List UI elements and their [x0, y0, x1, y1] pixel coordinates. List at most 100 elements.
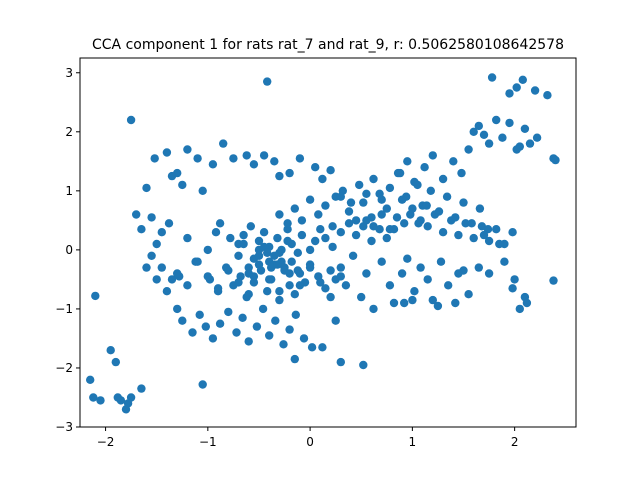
scatter-point [198, 380, 207, 389]
scatter-point [96, 396, 105, 405]
scatter-point [201, 322, 210, 331]
scatter-point [293, 248, 302, 257]
scatter-point [305, 195, 315, 204]
scatter-point [229, 154, 238, 163]
scatter-point [377, 210, 386, 219]
scatter-point [275, 287, 284, 296]
scatter-point [369, 222, 378, 231]
scatter-point [385, 281, 395, 290]
y-axis: −3 −2 −1 0 1 2 3 [55, 66, 80, 434]
scatter-point [382, 204, 391, 213]
scatter-point [436, 257, 446, 266]
scatter-point [178, 180, 187, 190]
scatter-point [510, 275, 519, 284]
scatter-point [283, 219, 292, 228]
scatter-point [219, 139, 228, 148]
scatter-point [328, 242, 337, 252]
scatter-point [512, 145, 521, 154]
scatter-point [224, 266, 233, 275]
scatter-point [328, 222, 337, 231]
scatter-point [271, 316, 280, 325]
scatter-point [91, 291, 100, 301]
scatter-point [530, 86, 540, 95]
scatter-point [178, 316, 187, 325]
scatter-point [385, 183, 395, 193]
scatter-point [89, 393, 98, 402]
scatter-point [297, 216, 307, 225]
scatter-point [215, 319, 225, 328]
scatter-point [195, 310, 204, 319]
scatter-point [508, 284, 517, 293]
scatter-point [457, 168, 466, 178]
y-tick-label: 1 [65, 184, 73, 198]
scatter-point [420, 163, 429, 172]
scatter-point [291, 310, 300, 319]
scatter-point [275, 171, 284, 181]
scatter-point [258, 304, 268, 314]
scatter-point [451, 298, 460, 308]
scatter-point [252, 322, 262, 331]
scatter-point [549, 276, 558, 285]
scatter-point [469, 233, 478, 243]
scatter-point [505, 89, 514, 98]
scatter-point [331, 316, 340, 325]
scatter-point [244, 337, 253, 346]
scatter-point [483, 225, 493, 234]
scatter-point [400, 219, 409, 228]
scatter-point [495, 239, 504, 249]
scatter-point [316, 278, 325, 287]
scatter-point [307, 343, 317, 352]
scatter-point [532, 133, 542, 142]
scatter-point [336, 192, 345, 201]
scatter-point [246, 222, 255, 231]
scatter-point [359, 198, 368, 207]
y-tick-label: −1 [55, 302, 73, 316]
scatter-point [438, 228, 448, 237]
scatter-point [239, 230, 248, 240]
scatter-point [336, 272, 345, 281]
scatter-point [137, 384, 146, 393]
scatter-point [283, 236, 292, 246]
scatter-point [126, 115, 136, 125]
scatter-point [290, 354, 299, 364]
scatter-point [173, 269, 182, 278]
scatter-point [263, 77, 272, 86]
scatter-point [234, 278, 243, 287]
scatter-point [142, 263, 151, 272]
scatter-point [318, 343, 327, 352]
scatter-point [263, 248, 272, 257]
scatter-point [295, 154, 305, 163]
scatter-point [249, 278, 259, 287]
scatter-point [167, 275, 177, 284]
scatter-point [188, 328, 197, 337]
scatter-point [422, 201, 431, 210]
scatter-point [234, 251, 243, 260]
scatter-point [442, 192, 452, 201]
scatter-point [382, 233, 391, 243]
scatter-point [275, 295, 284, 305]
x-tick-label: 1 [409, 435, 417, 449]
scatter-point [173, 168, 182, 178]
scatter-point [321, 201, 330, 210]
scatter-point [147, 213, 156, 222]
scatter-point [142, 183, 151, 193]
scatter-point [344, 207, 354, 216]
scatter-point [132, 210, 141, 219]
scatter-point [123, 399, 133, 408]
scatter-point [336, 357, 345, 367]
scatter-point [414, 219, 423, 228]
scatter-point [326, 266, 335, 275]
scatter-point [215, 219, 225, 228]
scatter-point [162, 287, 172, 296]
scatter-point [287, 257, 296, 266]
scatter-point [208, 160, 218, 169]
x-tick-label: −2 [97, 435, 115, 449]
scatter-point [273, 233, 282, 243]
scatter-point [198, 186, 207, 195]
scatter-point [475, 204, 485, 213]
scatter-point [106, 346, 115, 355]
scatter-point [351, 230, 361, 240]
scatter-point [285, 168, 294, 178]
scatter-point [351, 216, 361, 225]
scatter-point [520, 124, 530, 133]
